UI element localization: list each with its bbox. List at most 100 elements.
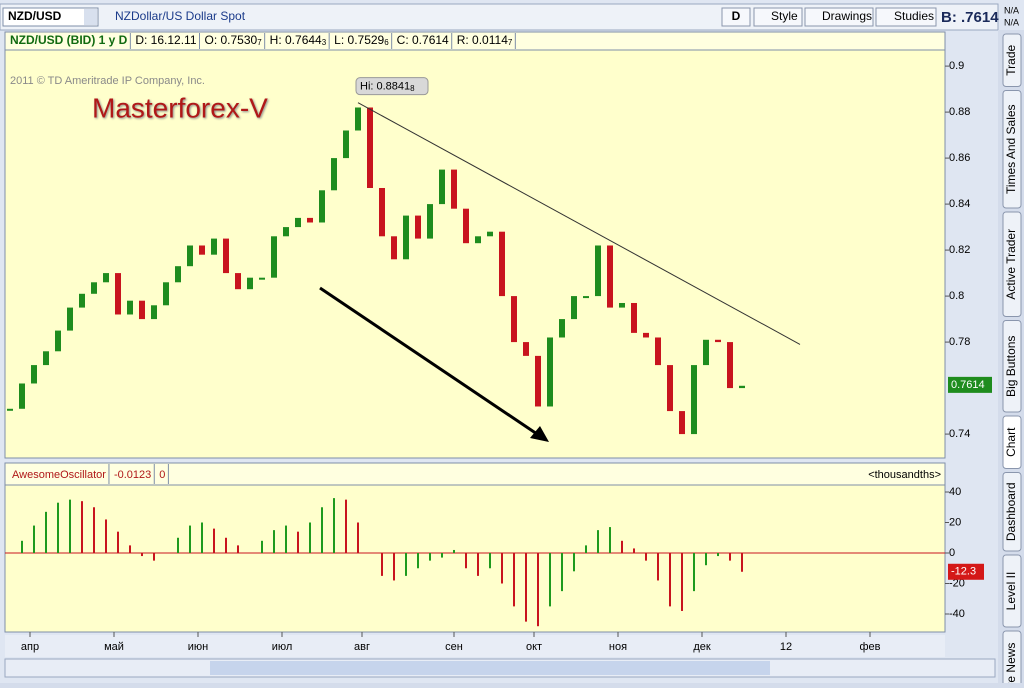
symbol-box[interactable] bbox=[2, 7, 99, 27]
candle bbox=[223, 238, 229, 274]
side-tab-label: Times And Sales bbox=[1004, 104, 1018, 194]
y-tick-label: 0.82 bbox=[949, 244, 970, 256]
candle bbox=[31, 365, 37, 384]
candle bbox=[523, 342, 529, 356]
x-tick-label: июл bbox=[272, 641, 293, 653]
candle bbox=[187, 245, 193, 267]
candle bbox=[691, 365, 697, 435]
side-tab[interactable] bbox=[1002, 630, 1022, 688]
x-tick-label: 12 bbox=[780, 641, 792, 653]
candle bbox=[727, 342, 733, 389]
candle bbox=[571, 296, 577, 320]
side-tab[interactable] bbox=[1002, 415, 1022, 469]
oscillator-header bbox=[4, 462, 946, 486]
candle bbox=[739, 385, 745, 389]
period-button[interactable] bbox=[721, 7, 751, 27]
candle bbox=[103, 273, 109, 283]
x-tick-label: апр bbox=[21, 641, 39, 653]
last-value-box bbox=[948, 563, 984, 580]
candle bbox=[259, 277, 265, 280]
drawings-button[interactable] bbox=[804, 7, 874, 27]
scroll-thumb[interactable] bbox=[210, 661, 770, 675]
candle bbox=[55, 330, 61, 352]
side-tab[interactable] bbox=[1002, 211, 1022, 317]
candle bbox=[19, 383, 25, 409]
side-tab[interactable] bbox=[1002, 320, 1022, 413]
candle bbox=[475, 236, 481, 244]
info-sub: 7 bbox=[508, 38, 513, 47]
candle bbox=[271, 236, 277, 278]
studies-button[interactable] bbox=[875, 7, 937, 27]
side-tab[interactable] bbox=[1002, 472, 1022, 552]
high-label-sub: 8 bbox=[410, 84, 415, 93]
candle bbox=[559, 319, 565, 338]
bid: B: .7614 bbox=[941, 9, 999, 26]
candle bbox=[151, 305, 157, 320]
x-tick-label: сен bbox=[445, 641, 463, 653]
side-tab-label: Level II bbox=[1004, 572, 1018, 611]
candle bbox=[415, 215, 421, 239]
na-2: N/A bbox=[1004, 17, 1019, 27]
candle bbox=[7, 408, 13, 411]
copyright: 2011 © TD Ameritrade IP Company, Inc. bbox=[10, 75, 205, 87]
y-tick-label: 0.74 bbox=[949, 428, 970, 440]
x-tick-label: окт bbox=[526, 641, 542, 653]
candle bbox=[295, 217, 301, 228]
candle bbox=[199, 245, 205, 255]
candle bbox=[79, 293, 85, 308]
candle bbox=[499, 231, 505, 297]
last-price: 0.7614 bbox=[951, 379, 985, 391]
info-sub: 6 bbox=[384, 38, 389, 47]
y-tick-label: 0.84 bbox=[949, 198, 970, 210]
side-tab[interactable] bbox=[1002, 554, 1022, 628]
symbol-dropdown[interactable] bbox=[84, 9, 97, 25]
x-tick-label: июн bbox=[188, 641, 208, 653]
studies-label: Studies bbox=[894, 9, 934, 23]
drawings-label: Drawings bbox=[822, 9, 872, 23]
last-value: -12.3 bbox=[951, 566, 976, 578]
info-item: R: 0.0114 bbox=[457, 33, 508, 47]
candle bbox=[655, 337, 661, 366]
candle bbox=[175, 266, 181, 283]
x-tick-label: дек bbox=[693, 641, 711, 653]
side-tab-label: Big Buttons bbox=[1004, 336, 1018, 397]
candle bbox=[715, 339, 721, 343]
price-panel bbox=[4, 31, 946, 459]
candle bbox=[667, 365, 673, 412]
candle bbox=[367, 107, 373, 188]
arrow-head bbox=[530, 426, 549, 442]
last-price-box bbox=[948, 376, 992, 393]
candle bbox=[607, 245, 613, 308]
candle bbox=[307, 217, 313, 223]
y-tick-label: 0.78 bbox=[949, 336, 970, 348]
side-tab-label: Dashboard bbox=[1004, 482, 1018, 541]
oscillator-reading: -0.0123 bbox=[114, 469, 151, 481]
y-tick-label: 40 bbox=[949, 486, 961, 498]
candle bbox=[451, 169, 457, 209]
side-tab-label: Trade bbox=[1004, 44, 1018, 75]
style-button[interactable] bbox=[753, 7, 803, 27]
candle bbox=[319, 190, 325, 223]
y-tick-label: 0.8 bbox=[949, 290, 964, 302]
candle bbox=[115, 273, 121, 315]
candle bbox=[643, 332, 649, 338]
na-1: N/A bbox=[1004, 5, 1019, 15]
info-item: D: 16.12.11 bbox=[135, 33, 196, 47]
candle bbox=[679, 411, 685, 435]
side-tab[interactable] bbox=[1002, 33, 1022, 87]
high-label-box bbox=[355, 77, 429, 96]
candle bbox=[631, 302, 637, 333]
candle bbox=[547, 337, 553, 407]
trendline bbox=[357, 102, 801, 345]
candle bbox=[283, 227, 289, 237]
candle bbox=[355, 107, 361, 131]
side-tab-label: Live News bbox=[1004, 643, 1018, 683]
candle bbox=[235, 273, 241, 290]
x-tick-label: фев bbox=[859, 641, 880, 653]
candle bbox=[511, 296, 517, 343]
side-tab[interactable] bbox=[1002, 90, 1022, 209]
x-tick-label: авг bbox=[354, 641, 370, 653]
candle bbox=[331, 158, 337, 191]
candle bbox=[247, 277, 253, 290]
